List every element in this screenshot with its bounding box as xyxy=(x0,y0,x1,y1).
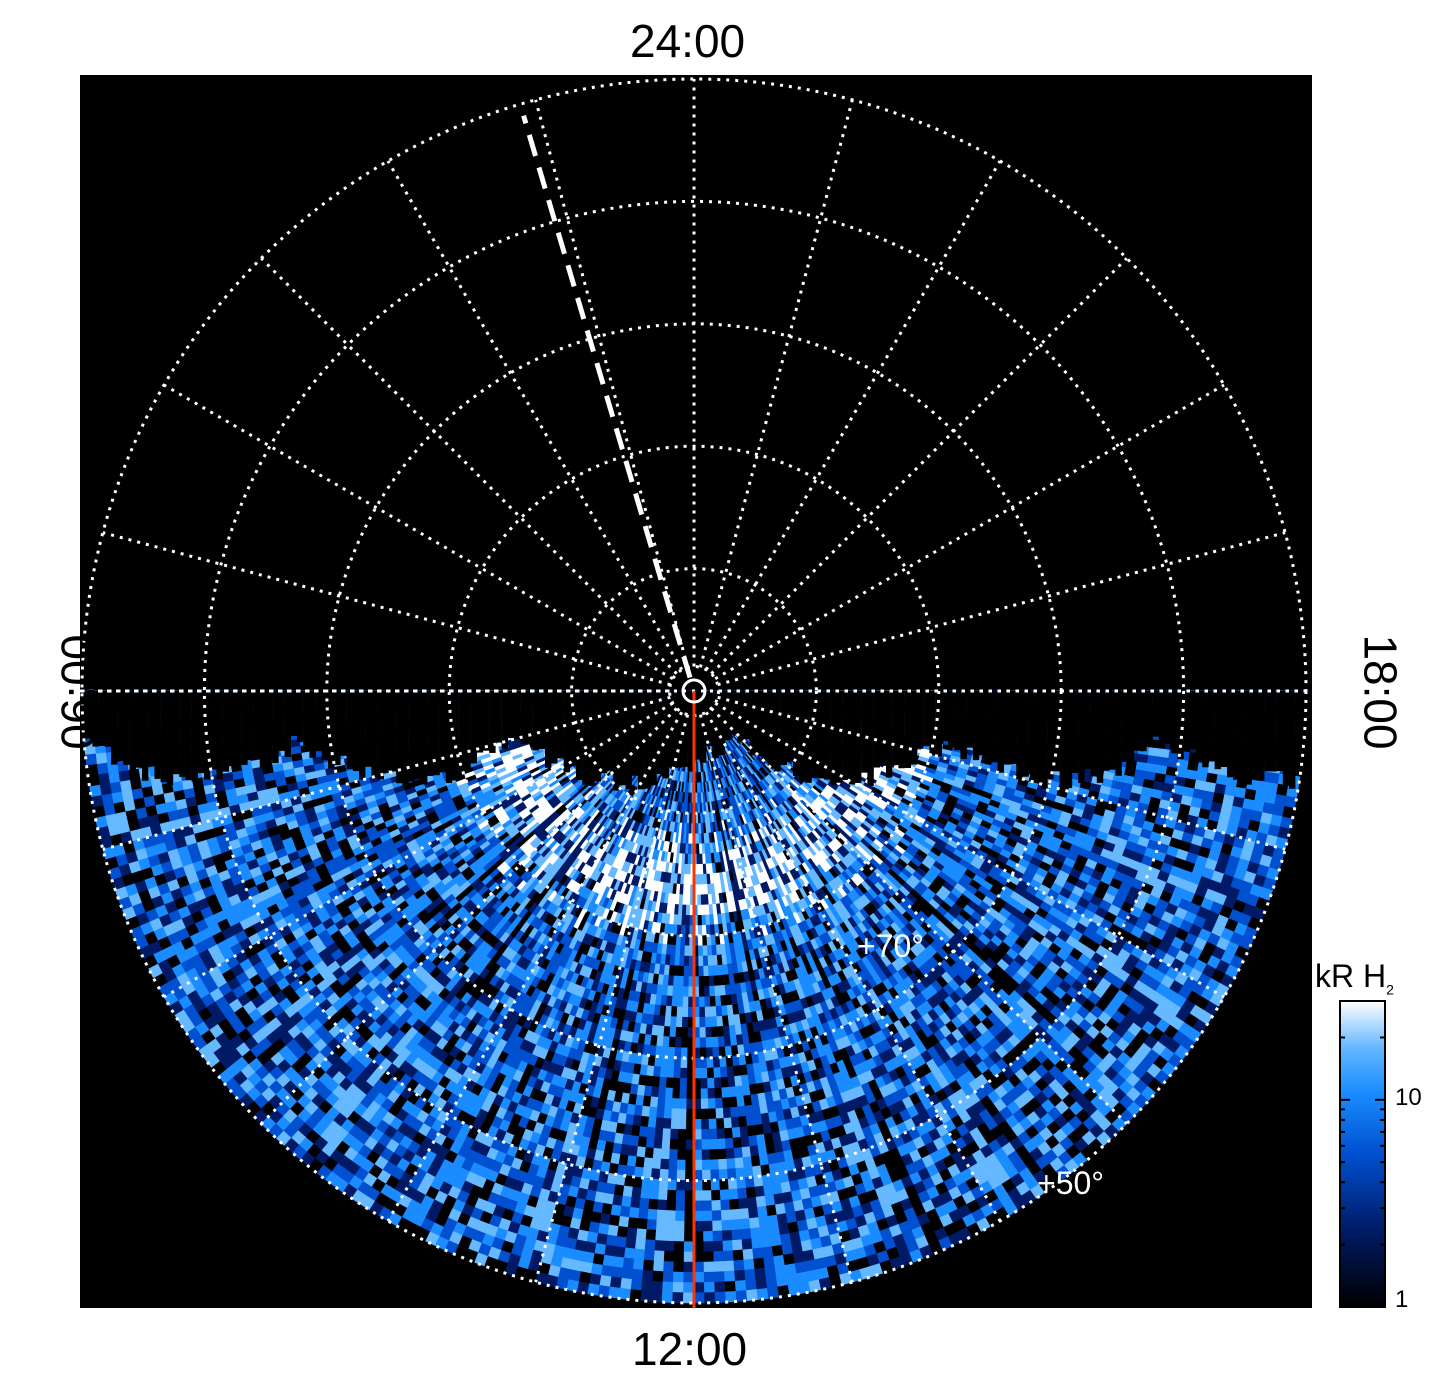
emission-cell xyxy=(703,965,710,977)
emission-cell xyxy=(698,965,705,977)
emission-cell xyxy=(686,884,691,896)
emission-cell xyxy=(702,955,709,967)
emission-cell xyxy=(697,904,703,916)
emission-cell xyxy=(679,955,686,967)
emission-cell xyxy=(685,904,691,916)
emission-cell xyxy=(674,955,681,967)
emission-cell xyxy=(697,925,703,937)
emission-cell xyxy=(673,965,680,977)
emission-cell xyxy=(684,955,690,967)
emission-cell xyxy=(687,843,692,855)
emission-cell xyxy=(682,894,688,906)
emission-cell xyxy=(684,945,690,957)
emission-cell xyxy=(683,965,690,977)
emission-cell xyxy=(697,914,703,926)
emission-cell xyxy=(685,914,691,926)
emission-cell xyxy=(687,853,692,865)
emission-cell xyxy=(681,904,687,916)
emission-cell xyxy=(698,945,704,957)
emission-cell xyxy=(687,863,692,875)
emission-heatmap xyxy=(80,690,1312,1304)
emission-cell xyxy=(681,914,687,926)
emission-cell xyxy=(685,925,691,937)
emission-cell xyxy=(686,894,691,906)
emission-cell xyxy=(698,955,704,967)
emission-cell xyxy=(679,945,686,957)
emission-cell xyxy=(678,965,685,977)
emission-cell xyxy=(675,945,681,957)
emission-cell xyxy=(686,874,692,886)
emission-cell xyxy=(680,935,686,947)
